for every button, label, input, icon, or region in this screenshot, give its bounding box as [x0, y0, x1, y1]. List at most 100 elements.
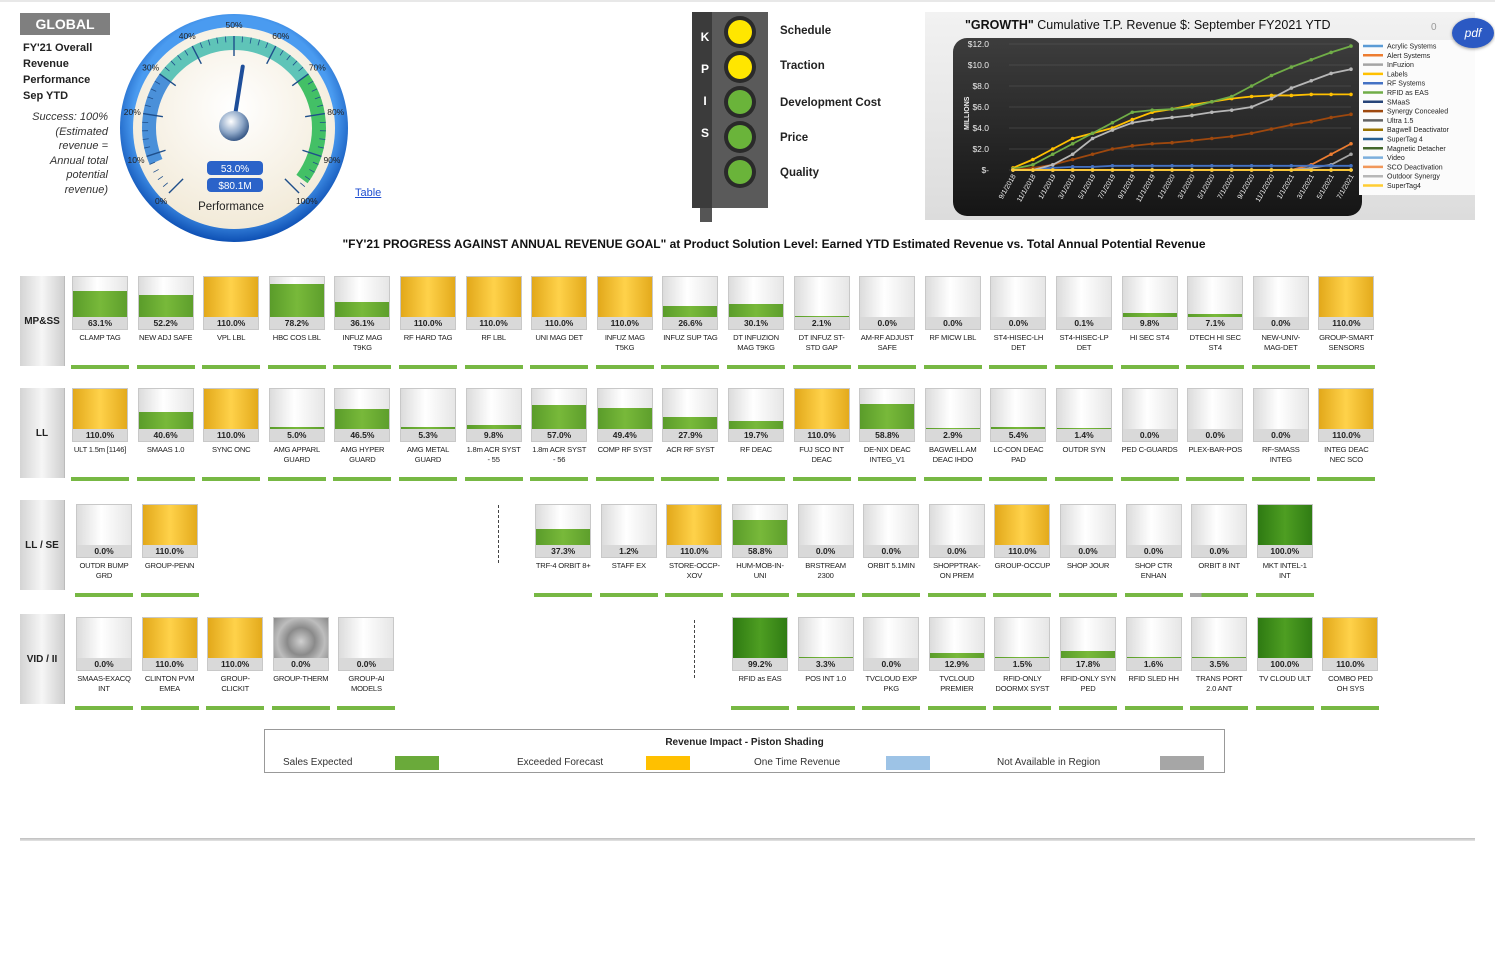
product-tile[interactable]: 0.0% SMAAS-EXACQ INT: [76, 617, 132, 694]
gauge-tick: [312, 161, 319, 165]
piston-percent: 0.0%: [798, 545, 853, 557]
product-tile[interactable]: 0.0% PLEX-BAR-POS: [1187, 388, 1244, 465]
product-tile[interactable]: 110.0% RF LBL: [465, 276, 522, 353]
product-tile[interactable]: 110.0% INFUZ MAG T5KG: [596, 276, 653, 353]
product-tile[interactable]: 110.0% STORE-OCCP-XOV: [666, 504, 723, 581]
product-tile[interactable]: 110.0% FUJ SCO INT DEAC: [793, 388, 850, 465]
product-tile[interactable]: 0.0% GROUP-AI MODELS: [338, 617, 395, 694]
product-tile[interactable]: 110.0% COMBO PED OH SYS: [1322, 617, 1379, 694]
product-tile[interactable]: 110.0% RF HARD TAG: [400, 276, 456, 353]
product-tile[interactable]: 2.9% BAGWELL AM DEAC IHDO: [924, 388, 981, 465]
product-tile[interactable]: 58.8% DE-NIX DEAC INTEG_V1: [859, 388, 916, 465]
chart-point: [1349, 44, 1353, 48]
chart-legend-label: Synergy Concealed: [1387, 109, 1448, 116]
product-tile[interactable]: 0.0% NEW-UNIV-MAG-DET: [1252, 276, 1309, 353]
product-tile[interactable]: 9.8% HI SEC ST4: [1121, 276, 1178, 353]
product-tile[interactable]: 30.1% DT INFUZION MAG T9KG: [728, 276, 784, 353]
product-tile[interactable]: 63.1% CLAMP TAG: [72, 276, 128, 353]
product-tile[interactable]: 0.0% SHOPPTRAK-ON PREM: [928, 504, 985, 581]
product-tile[interactable]: 78.2% HBC COS LBL: [268, 276, 325, 353]
gauge-tick: [249, 37, 252, 44]
status-bar: [927, 593, 986, 597]
table-link[interactable]: Table: [355, 187, 382, 199]
tile-label: CLAMP TAG: [79, 333, 121, 342]
product-tile[interactable]: 0.1% ST4-HISEC-LP DET: [1056, 276, 1112, 353]
product-tile[interactable]: 0.0% OUTDR BUMP GRD: [76, 504, 132, 581]
product-tile[interactable]: 100.0% MKT INTEL-1 INT: [1256, 504, 1313, 581]
legend-label-exceeded-forecast: Exceeded Forecast: [517, 757, 604, 768]
product-tile[interactable]: 0.0% ORBIT 5.1MIN: [863, 504, 920, 581]
product-tile[interactable]: 49.4% COMP RF SYST: [596, 388, 653, 465]
piston: 0.0%: [338, 617, 395, 671]
chart-point: [1229, 168, 1234, 172]
product-tile[interactable]: 5.4% LC-CON DEAC PAD: [990, 388, 1047, 465]
product-tile[interactable]: 3.3% POS INT 1.0: [797, 617, 854, 694]
product-tile[interactable]: 0.0% SHOP JOUR: [1060, 504, 1116, 581]
product-tile[interactable]: 26.6% INFUZ SUP TAG: [662, 276, 719, 353]
status-bar: [202, 365, 261, 369]
product-tile[interactable]: 46.5% AMG HYPER GUARD: [334, 388, 391, 465]
chart-point: [1190, 105, 1194, 109]
product-tile[interactable]: 58.8% HUM-MOB-IN-UNI: [732, 504, 788, 581]
product-tile[interactable]: 5.0% AMG APPARL GUARD: [268, 388, 325, 465]
product-tile[interactable]: 52.2% NEW ADJ SAFE: [137, 276, 194, 353]
gauge-value-box: [207, 161, 263, 175]
piston: 0.0%: [1252, 388, 1309, 442]
tile-label: DT INFUZION MAG T9KG: [733, 333, 779, 352]
product-tile[interactable]: 110.0% GROUP-SMART SENSORS: [1318, 276, 1375, 353]
tile-label: HUM-MOB-IN-UNI: [736, 561, 784, 580]
product-tile[interactable]: 7.1% DTECH HI SEC ST4: [1187, 276, 1244, 353]
product-tile[interactable]: 100.0% TV CLOUD ULT: [1256, 617, 1313, 694]
product-tile[interactable]: 1.5% RFID-ONLY DOORMX SYST: [994, 617, 1051, 694]
chart-y-tick: $10.0: [968, 60, 990, 70]
product-tile[interactable]: 110.0% ULT 1.5m [1146]: [72, 388, 128, 465]
product-tile[interactable]: 27.9% ACR RF SYST: [662, 388, 719, 465]
piston: 0.0%: [863, 617, 920, 671]
product-tile[interactable]: 0.0% PED C-GUARDS: [1121, 388, 1178, 465]
status-bar: [202, 477, 261, 481]
product-tile[interactable]: 3.5% TRANS PORT 2.0 ANT: [1191, 617, 1248, 694]
product-tile[interactable]: 1.2% STAFF EX: [600, 504, 657, 581]
product-tile[interactable]: 1.6% RFID SLED HH: [1125, 617, 1182, 694]
product-tile[interactable]: 57.0% 1.8m ACR SYST - 56: [531, 388, 588, 465]
product-tile[interactable]: 12.9% TVCLOUD PREMIER: [928, 617, 985, 694]
status-bar: [333, 477, 392, 481]
product-tile[interactable]: 5.3% AMG METAL GUARD: [400, 388, 456, 465]
tile-label: OUTDR BUMP GRD: [79, 561, 129, 580]
product-tile[interactable]: 0.0% RF MICW LBL: [924, 276, 981, 353]
product-tile[interactable]: 36.1% INFUZ MAG T9KG: [334, 276, 391, 353]
product-tile[interactable]: 110.0% CLINTON PVM EMEA: [141, 617, 198, 694]
product-tile[interactable]: 0.0% TVCLOUD EXP PKG: [863, 617, 920, 694]
product-tile[interactable]: 0.0% BRSTREAM 2300: [797, 504, 854, 581]
product-tile[interactable]: 2.1% DT INFUZ ST-STD GAP: [793, 276, 850, 353]
product-tile[interactable]: 110.0% INTEG DEAC NEC SCO: [1318, 388, 1375, 465]
chart-point: [1249, 168, 1254, 172]
product-tile[interactable]: 110.0% SYNC ONC: [203, 388, 260, 465]
product-tile[interactable]: 110.0% GROUP-CLICKIT: [207, 617, 264, 694]
chart-point: [1229, 108, 1234, 112]
status-bar: [796, 593, 855, 597]
product-tile[interactable]: 19.7% RF DEAC: [728, 388, 784, 465]
product-tile[interactable]: 99.2% RFID as EAS: [732, 617, 788, 694]
product-tile[interactable]: 1.4% OUTDR SYN: [1056, 388, 1112, 465]
gauge-tick: [304, 176, 311, 181]
product-tile[interactable]: 0.0% RF-SMASS INTEG: [1252, 388, 1309, 465]
product-tile[interactable]: 110.0% UNI MAG DET: [531, 276, 588, 353]
product-tile[interactable]: 0.0% SHOP CTR ENHAN: [1125, 504, 1182, 581]
product-tile[interactable]: 17.8% RFID-ONLY SYN PED: [1060, 617, 1116, 694]
product-tile[interactable]: 0.0% AM-RF ADJUST SAFE: [859, 276, 916, 353]
piston: 110.0%: [994, 504, 1051, 558]
product-tile[interactable]: 37.3% TRF-4 ORBIT 8+: [535, 504, 592, 581]
product-tile[interactable]: 9.8% 1.8m ACR SYST - 55: [465, 388, 522, 465]
piston-percent: 7.1%: [1188, 317, 1243, 329]
product-tile[interactable]: 0.0% ST4-HISEC-LH DET: [990, 276, 1047, 353]
product-tile[interactable]: 110.0% VPL LBL: [203, 276, 260, 353]
product-tile[interactable]: 0.0% ORBIT 8 INT: [1191, 504, 1248, 581]
piston: 0.0%: [859, 276, 916, 330]
piston: 0.0%: [1060, 504, 1116, 558]
product-tile[interactable]: 110.0% GROUP-PENN: [141, 504, 198, 581]
product-tile[interactable]: 40.6% SMAAS 1.0: [137, 388, 194, 465]
product-tile[interactable]: 110.0% GROUP-OCCUP: [994, 504, 1051, 581]
pdf-button[interactable]: pdf: [1452, 18, 1494, 48]
product-tile[interactable]: 0.0% GROUP-THERM: [272, 617, 329, 694]
